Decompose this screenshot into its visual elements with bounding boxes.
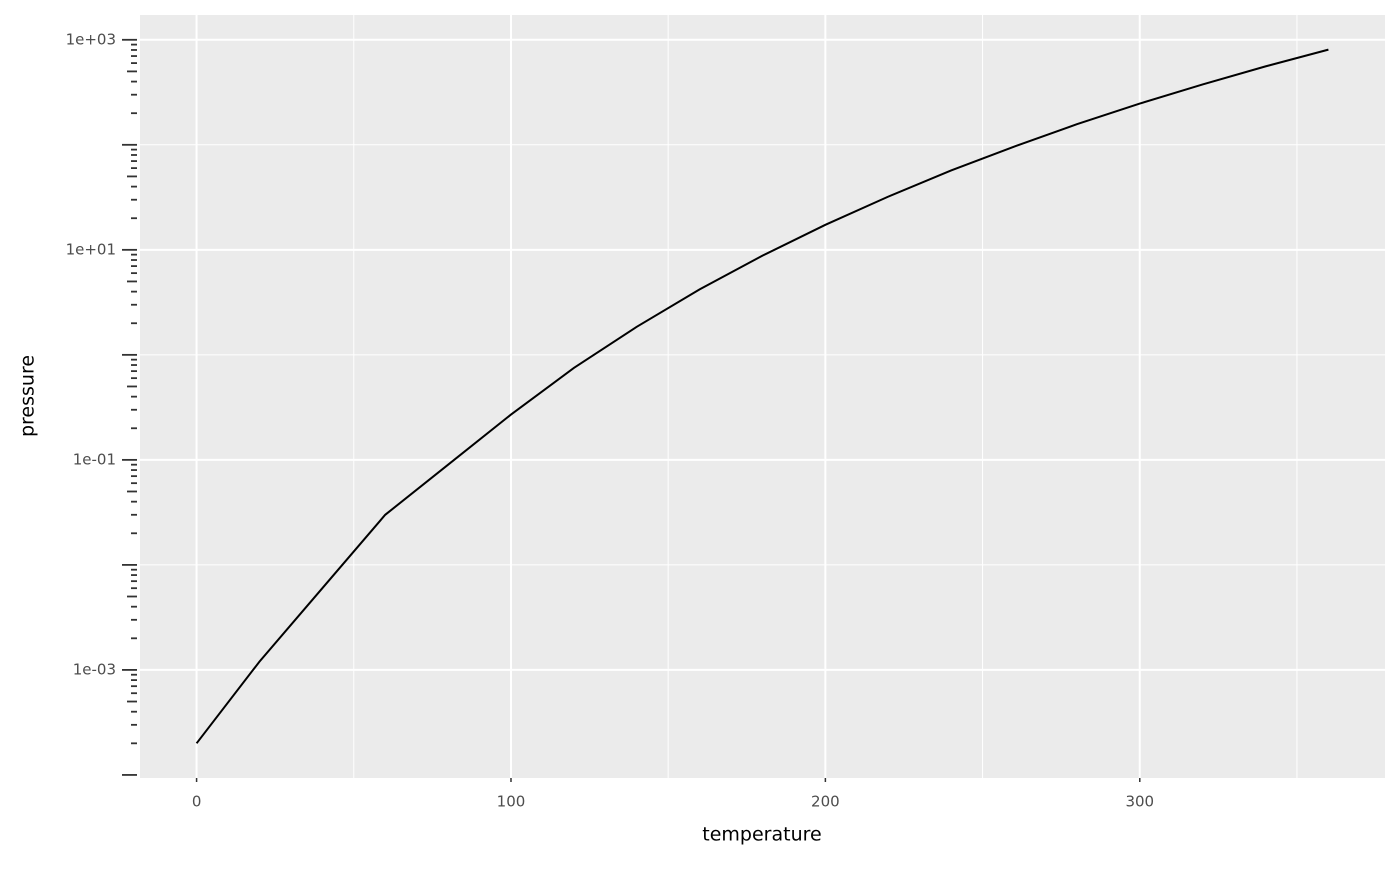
x-tick-label: 100 bbox=[497, 793, 526, 811]
x-tick-label: 300 bbox=[1125, 793, 1154, 811]
x-tick-label: 200 bbox=[811, 793, 840, 811]
line bbox=[195, 48, 1329, 744]
y-tick-label: 1e-03 bbox=[73, 660, 116, 678]
y-tick-label: 1e-01 bbox=[73, 450, 116, 468]
y-axis-title: pressure bbox=[17, 355, 39, 437]
y-tick-label: 1e+01 bbox=[66, 240, 116, 258]
x-axis-title: temperature bbox=[702, 824, 821, 846]
y-tick-label: 1e+03 bbox=[66, 30, 116, 48]
panel bbox=[140, 15, 1385, 778]
x-tick-label: 0 bbox=[192, 793, 202, 811]
